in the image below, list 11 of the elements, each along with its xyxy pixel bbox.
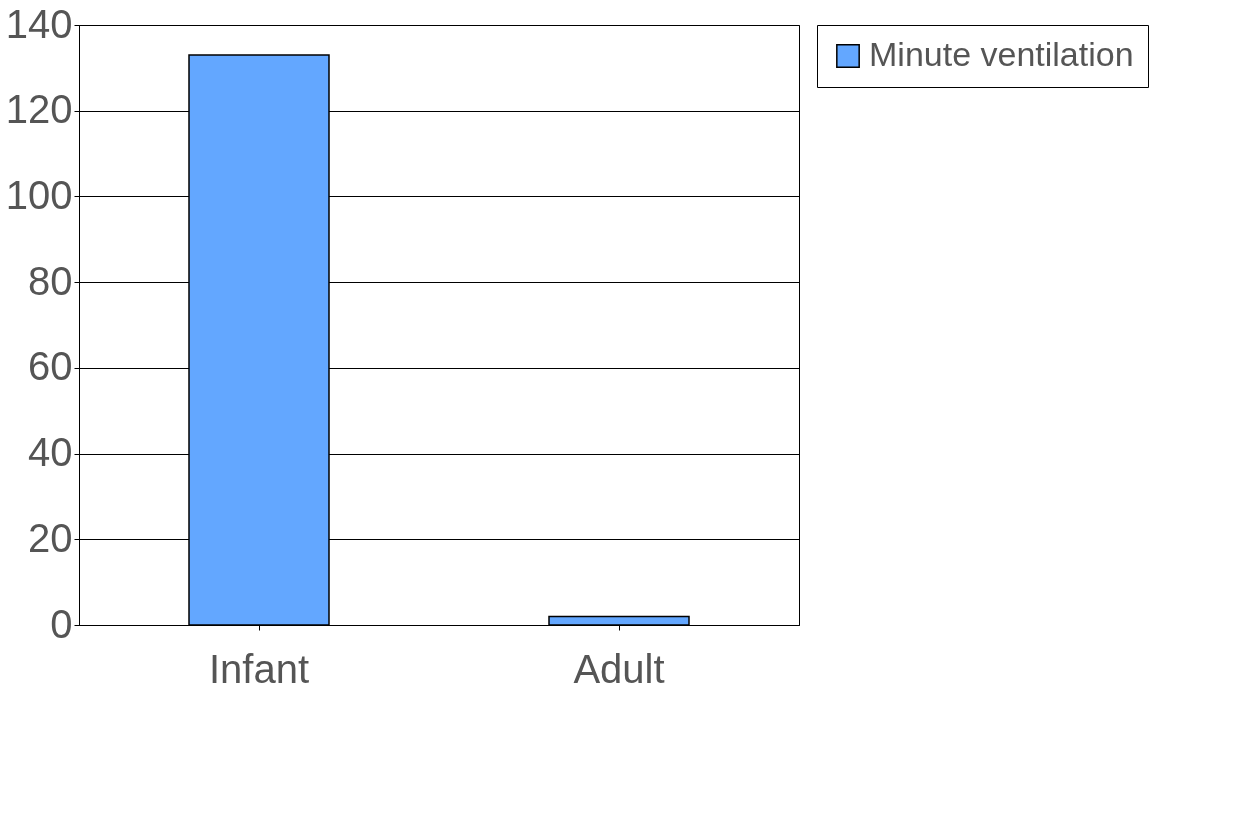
- x-tick-label: Infant: [208, 646, 310, 691]
- y-tick-label: 0: [50, 601, 73, 646]
- y-tick-label: 100: [5, 172, 73, 217]
- y-tick-label: 20: [28, 515, 73, 560]
- y-tick-label: 120: [5, 87, 73, 132]
- legend-label: Minute ventilation: [869, 35, 1134, 73]
- y-tick-label: 40: [28, 430, 73, 475]
- y-tick-label: 140: [5, 1, 73, 46]
- x-tick-label: Adult: [573, 646, 665, 691]
- y-tick-label: 60: [28, 344, 73, 389]
- y-tick-label: 80: [28, 258, 73, 303]
